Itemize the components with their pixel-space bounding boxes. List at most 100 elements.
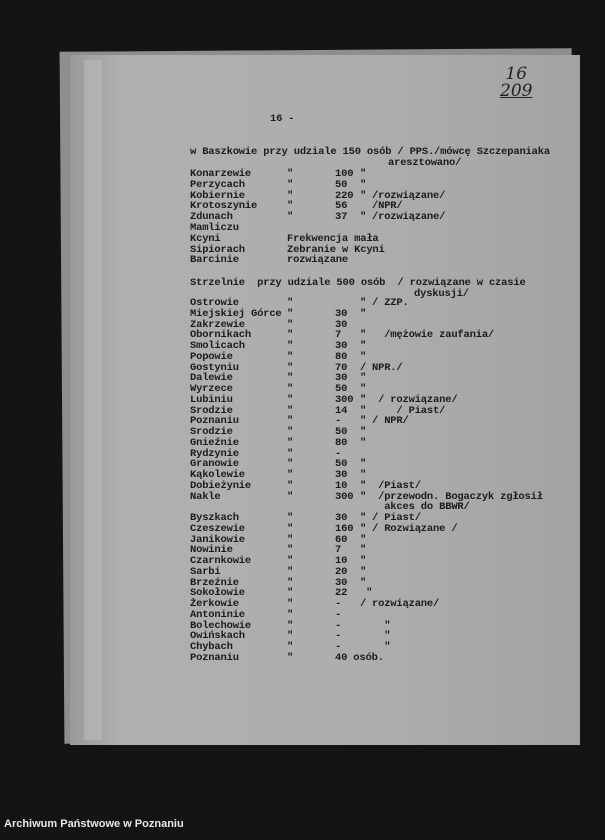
cell-mark: ": [360, 576, 367, 589]
cell-place: Nakle: [190, 490, 221, 503]
cell-place: Lubiniu: [190, 393, 233, 406]
cell-count: 60: [335, 533, 348, 546]
cell-mark: ": [360, 587, 373, 600]
cell-count: 160: [335, 522, 354, 535]
cell-note: /przewodn. Bogaczyk zgłosił: [372, 490, 543, 503]
cell-mark: ": [360, 189, 367, 202]
page-number: 16 -: [270, 113, 295, 125]
cell-place: Srodzie: [190, 426, 233, 438]
cell-count: 300: [335, 490, 354, 503]
cell-note: / ZZP.: [372, 297, 409, 309]
cell-count: 56: [335, 200, 348, 213]
cell-note: rozwiązane/: [372, 598, 440, 610]
cell-ditto: ": [287, 372, 294, 385]
cell-count: 14: [335, 404, 348, 417]
cell-note: / Piast/: [372, 512, 421, 524]
cell-note: /Piast/: [372, 479, 421, 492]
cell-count: -: [335, 630, 342, 643]
cell-count: 22: [335, 587, 348, 600]
cell-count: -: [335, 415, 342, 428]
cell-note: ": [372, 630, 391, 643]
cell-mark: /: [360, 361, 367, 374]
cell-place: Kąkolewie: [190, 469, 245, 481]
cell-ditto: ": [287, 533, 294, 546]
cell-mark: ": [360, 479, 367, 492]
cell-place: Popowie: [190, 350, 233, 363]
cell-count: 30: [335, 307, 348, 320]
cell-count: 80: [335, 350, 348, 363]
cell-ditto: ": [287, 307, 294, 320]
cell-mark: ": [360, 415, 367, 428]
cell-note: / rozwiązane/: [372, 393, 458, 406]
cell-place: Dobieżynie: [190, 479, 252, 492]
cell-place: Owińskach: [190, 630, 245, 643]
cell-place: Nowinie: [190, 544, 233, 557]
cell-count: 220: [335, 189, 354, 202]
cell-count: -: [335, 598, 342, 610]
cell-mark: ": [360, 426, 367, 438]
cell-ditto: ": [287, 436, 294, 449]
cell-mark: ": [360, 555, 367, 567]
cell-mark: ": [360, 307, 367, 320]
cell-ditto: ": [287, 512, 294, 524]
cell-mark: ": [360, 404, 367, 417]
cell-place: Srodzie: [190, 404, 233, 417]
cell-mark: ": [360, 458, 367, 471]
cell-count: 30: [335, 512, 348, 524]
strzelno-line: Strzelnie przy udziale 500 osób / rozwią…: [190, 277, 526, 289]
cell-ditto: ": [287, 458, 294, 471]
cell-count: -: [335, 641, 342, 653]
cell-note: /NPR/: [372, 200, 403, 213]
page-edge: [84, 60, 102, 740]
cell-place: Rydzynie: [190, 447, 239, 460]
cell-mark: ": [360, 168, 367, 180]
cell-ditto: ": [287, 383, 294, 395]
cell-place: Czeszewie: [190, 522, 245, 535]
cell-ditto: ": [287, 555, 294, 567]
cell-mark: ": [360, 393, 367, 406]
cell-ditto: rozwiązane: [287, 254, 349, 267]
cell-ditto: ": [287, 200, 294, 213]
cell-ditto: ": [287, 490, 294, 503]
cell-mark: /: [360, 598, 367, 610]
cell-place: Barcinie: [190, 254, 239, 267]
cell-mark: ": [360, 211, 367, 224]
cell-count: 30: [335, 469, 348, 481]
cell-ditto: ": [287, 619, 294, 632]
cell-ditto: ": [287, 415, 294, 428]
cell-count: 20: [335, 565, 348, 578]
cell-ditto: ": [287, 426, 294, 438]
cell-ditto: ": [287, 297, 294, 309]
cell-place: Miejskiej Górce: [190, 307, 282, 320]
cell-place: Bolechowie: [190, 619, 252, 632]
cell-count: -: [335, 619, 342, 632]
cell-ditto: ": [287, 350, 294, 363]
cell-ditto: ": [287, 469, 294, 481]
cell-ditto: ": [287, 211, 294, 224]
cell-note: / Rozwiązane /: [372, 522, 458, 535]
cell-place: Sarbi: [190, 565, 221, 578]
cell-ditto: ": [287, 630, 294, 643]
cell-ditto: ": [287, 598, 294, 610]
cell-mark: ": [360, 372, 367, 385]
cell-mark: ": [360, 522, 367, 535]
cell-place: Janikowie: [190, 533, 245, 546]
folio-top: 16: [505, 64, 528, 84]
cell-ditto: ": [287, 404, 294, 417]
cell-ditto: ": [287, 522, 294, 535]
cell-place: Kobiernie: [190, 189, 245, 202]
cell-place: Brzeźnie: [190, 576, 239, 589]
cell-note: ": [372, 619, 391, 632]
cell-mark: ": [360, 383, 367, 395]
cell-count: 50: [335, 383, 348, 395]
intro-line-cont: aresztowano/: [388, 157, 462, 169]
cell-note: NPR./: [372, 361, 403, 374]
cell-ditto: ": [287, 544, 294, 557]
cell-place: Zdunach: [190, 211, 233, 224]
archive-footer: Archiwum Państwowe w Poznaniu: [4, 818, 184, 830]
cell-count: -: [335, 447, 342, 460]
cell-place: Granowie: [190, 458, 239, 471]
cell-ditto: ": [287, 329, 294, 342]
cell-count: 10: [335, 555, 348, 567]
cell-mark: ": [360, 340, 367, 352]
